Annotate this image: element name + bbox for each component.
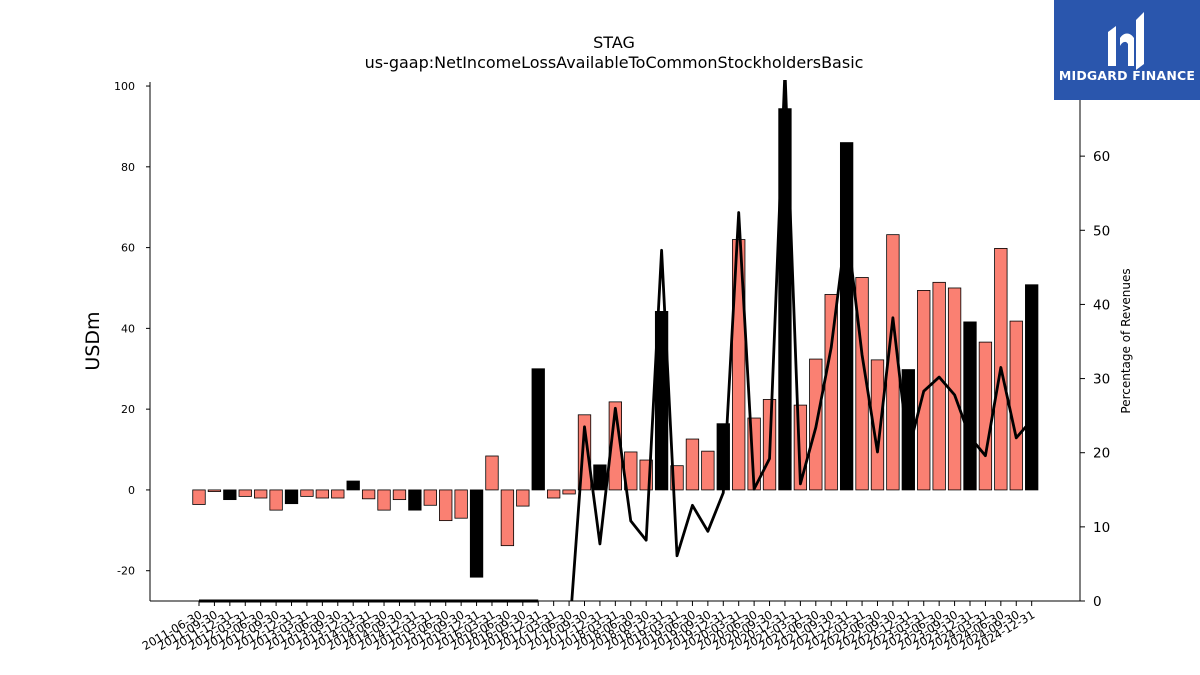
bar-2015-09-30 [454,489,468,519]
y2-tick-label: 40 [1093,297,1110,313]
y-axis-label: USDm [82,311,104,370]
bar-2017-03-31 [547,489,561,499]
axes-group: -2002040608010001020304050602011-06-3020… [114,80,1110,653]
bar-2024-12-31 [1025,284,1039,491]
bar-2011-06-30 [192,489,206,505]
bar-2013-03-31 [300,489,314,497]
y2-tick-label: 10 [1093,520,1110,536]
logo-icon [1108,12,1144,70]
bar-2014-03-31 [361,489,376,500]
bar-2015-03-31 [423,489,437,506]
bar-2014-06-30 [377,489,391,511]
y-axis-label-right: Percentage of Revenues [1119,268,1133,413]
chart-subtitle: us-gaap:NetIncomeLossAvailableToCommonSt… [365,53,864,72]
chart-title: STAG [593,33,635,52]
bar-2015-12-31 [469,489,484,578]
y-tick-label: 100 [114,80,135,93]
brand-logo: MIDGARD FINANCE [1054,0,1200,100]
bar-2019-09-30 [701,450,715,491]
bars-group [192,108,1039,578]
logo-text: MIDGARD FINANCE [1058,68,1196,83]
bar-2020-03-31 [732,239,746,491]
bar-2014-09-30 [392,489,407,501]
percentage-line [570,80,1033,601]
bar-2011-09-30 [207,489,222,492]
line-group [199,80,1033,603]
bar-2024-03-31 [978,341,993,491]
y-tick-label: 0 [128,484,135,497]
bar-2013-12-31 [346,480,360,491]
y-tick-label: -20 [117,565,135,578]
bar-2012-12-31 [284,489,299,505]
bar-2012-09-30 [269,489,283,511]
bar-2020-12-31 [778,108,792,491]
y2-tick-label: 20 [1093,446,1110,462]
bar-2016-09-30 [516,489,530,507]
bar-2023-06-30 [932,281,946,491]
bar-2017-12-31 [593,464,607,491]
bar-2012-06-30 [254,489,268,499]
y-tick-label: 40 [121,322,135,335]
bar-2021-09-30 [824,294,838,491]
bar-2019-06-30 [685,438,700,491]
bar-2016-03-31 [485,455,499,491]
y2-tick-label: 60 [1093,149,1110,165]
bar-2011-12-31 [223,489,237,501]
bar-2021-12-31 [839,142,854,491]
y-tick-label: 80 [121,161,135,174]
bar-2014-12-31 [408,489,422,511]
bar-2016-12-31 [531,368,545,491]
bar-2024-09-30 [1009,320,1023,491]
bar-2013-09-30 [331,489,345,499]
bar-2013-06-30 [315,489,330,499]
bar-2012-03-31 [238,489,252,497]
y-tick-label: 20 [121,403,135,416]
y2-tick-label: 50 [1093,223,1110,239]
bar-2022-06-30 [870,359,885,491]
y2-tick-label: 0 [1093,594,1102,610]
bar-2016-06-30 [500,489,515,547]
y2-tick-label: 30 [1093,372,1110,388]
bar-2017-06-30 [562,489,576,495]
bar-2023-12-31 [963,321,977,491]
y-tick-label: 60 [121,242,135,255]
bar-2015-06-30 [439,489,453,522]
